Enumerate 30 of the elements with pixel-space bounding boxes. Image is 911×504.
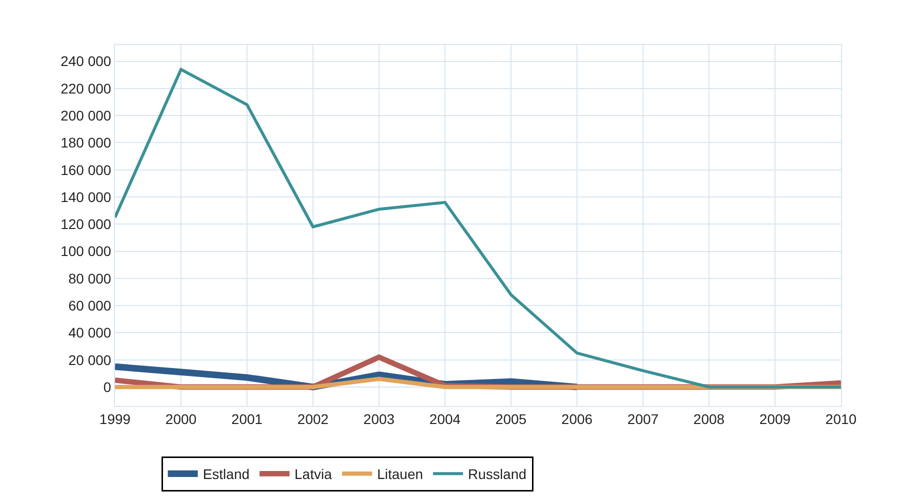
x-tick-label: 2004: [429, 410, 461, 427]
y-tick-label: 120 000: [60, 216, 112, 232]
line-series: [115, 68, 841, 388]
legend-label: Russland: [468, 466, 526, 482]
y-tick-label: 240 000: [60, 53, 112, 70]
y-tick-label: 40 000: [68, 324, 112, 341]
y-tick-label: 200 000: [60, 107, 112, 124]
y-tick-label: 60 000: [68, 297, 112, 314]
x-tick-label: 2002: [297, 410, 329, 427]
y-tick-label: 0: [103, 378, 112, 395]
x-tick-label: 2010: [825, 410, 857, 427]
y-tick-label: 180 000: [60, 134, 112, 151]
legend-label: Estland: [202, 466, 250, 482]
x-tick-label: 2007: [627, 410, 659, 427]
y-tick-label: 140 000: [60, 188, 112, 205]
x-tick-label: 2008: [693, 410, 725, 427]
x-tick-label: 2009: [759, 410, 791, 427]
x-tick-label: 2001: [231, 410, 263, 427]
y-tick-label: 80 000: [68, 270, 112, 286]
y-tick-label: 100 000: [60, 243, 112, 260]
x-tick-label: 2006: [561, 410, 593, 427]
legend-label: Litauen: [377, 466, 424, 482]
x-tick-label: 1999: [99, 410, 131, 427]
legend-label: Latvia: [294, 466, 332, 482]
y-tick-label: 160 000: [60, 162, 112, 178]
x-tick-label: 2000: [165, 410, 197, 427]
x-tick-label: 2005: [495, 410, 527, 427]
x-tick-label: 2003: [363, 410, 395, 427]
y-tick-label: 20 000: [68, 352, 112, 368]
y-tick-label: 220 000: [60, 80, 112, 96]
